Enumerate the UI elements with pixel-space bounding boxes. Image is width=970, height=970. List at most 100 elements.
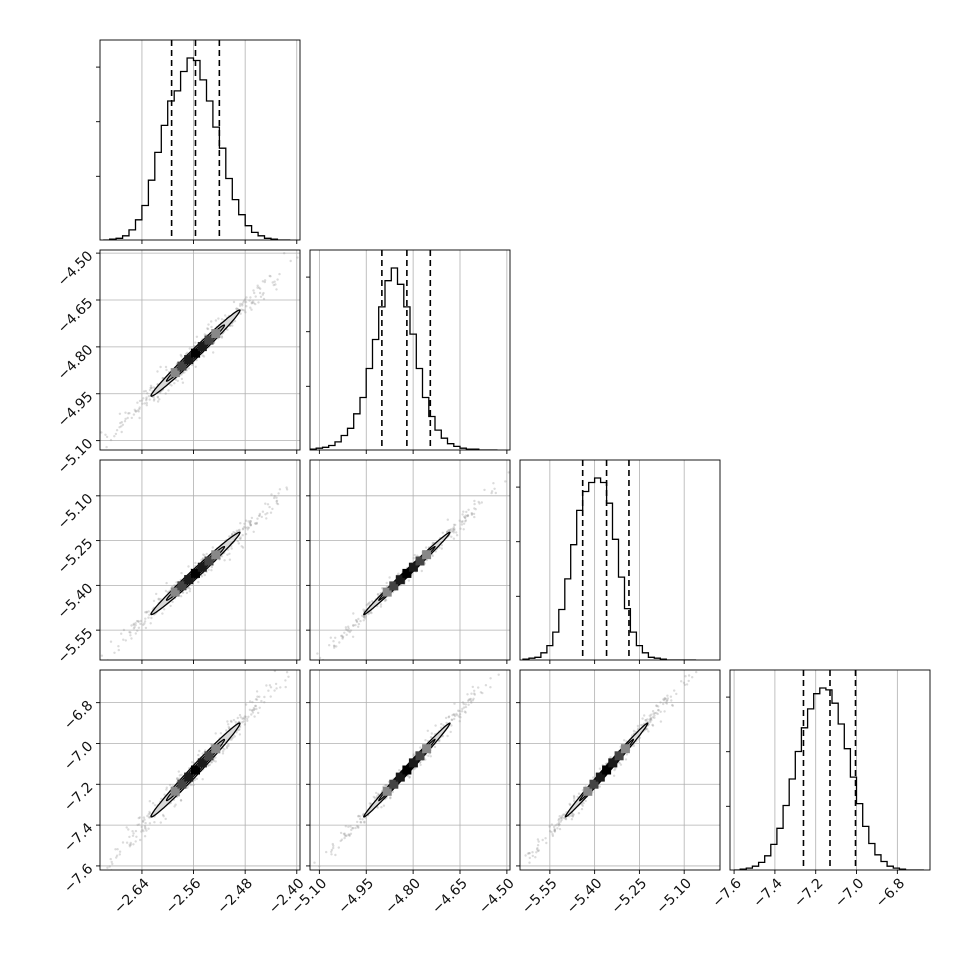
sample-point	[137, 823, 141, 826]
sample-point	[659, 710, 662, 713]
sample-point	[142, 829, 145, 833]
sample-point	[225, 746, 229, 750]
sample-point	[165, 581, 168, 585]
sample-point	[389, 797, 392, 800]
sample-point	[462, 706, 466, 709]
sample-point	[227, 742, 230, 746]
sample-point	[651, 723, 654, 727]
sample-point	[657, 709, 660, 712]
sample-point	[246, 526, 249, 529]
sample-point	[242, 301, 245, 304]
sample-point	[156, 396, 160, 399]
sample-point	[469, 697, 472, 701]
sample-point	[560, 816, 564, 819]
density-cell	[204, 751, 214, 761]
sample-point	[305, 669, 307, 671]
sample-point	[129, 631, 132, 634]
sample-point	[343, 832, 346, 835]
sample-point	[382, 804, 386, 807]
sample-point	[261, 280, 265, 283]
sample-point	[227, 723, 230, 726]
sample-point	[350, 828, 353, 832]
density-cell	[422, 744, 432, 754]
sample-point	[650, 719, 653, 722]
sample-point	[445, 721, 448, 725]
sample-point	[142, 390, 146, 393]
sample-point	[275, 496, 278, 499]
sample-point	[128, 412, 131, 415]
sample-point	[379, 603, 383, 606]
sample-point	[264, 513, 267, 516]
sample-point	[414, 766, 417, 770]
sample-point	[472, 697, 475, 700]
sample-point	[536, 838, 540, 841]
sample-point	[384, 784, 387, 787]
sample-point	[419, 746, 422, 749]
panel-frame	[309, 459, 511, 661]
sample-point	[412, 754, 415, 757]
sample-point	[344, 825, 347, 828]
sample-point	[254, 302, 257, 306]
sample-point	[369, 611, 373, 614]
sample-point	[142, 623, 145, 626]
sample-point	[655, 704, 658, 707]
sample-point	[115, 856, 118, 859]
sample-point	[625, 753, 629, 756]
sample-point	[201, 778, 204, 781]
sample-point	[148, 388, 152, 392]
sample-point	[330, 853, 333, 856]
sample-point	[412, 753, 415, 756]
sample-point	[224, 314, 227, 317]
sample-point	[552, 825, 556, 829]
density-cell	[389, 581, 399, 591]
sample-point	[186, 351, 189, 354]
sample-point	[453, 717, 456, 721]
sample-point	[453, 702, 456, 705]
sample-point	[170, 384, 173, 387]
sample-point	[641, 717, 644, 720]
sample-point	[398, 769, 401, 772]
sample-point	[258, 695, 261, 698]
sample-point	[254, 522, 257, 525]
sample-point	[659, 720, 663, 723]
sample-point	[90, 882, 92, 884]
sample-point	[261, 510, 265, 513]
sample-point	[192, 783, 195, 787]
sample-point	[204, 749, 207, 752]
sample-point	[377, 792, 380, 796]
sample-point	[200, 575, 204, 578]
sample-point	[148, 800, 151, 803]
sample-point	[407, 579, 411, 582]
sample-point	[214, 732, 217, 735]
sample-point	[117, 645, 120, 648]
density-cell	[395, 575, 405, 585]
sample-point	[285, 486, 288, 489]
sample-point	[250, 709, 254, 712]
density-cell	[583, 786, 593, 796]
sample-point	[380, 806, 383, 809]
sample-point	[261, 293, 264, 296]
sample-point	[560, 816, 563, 819]
sample-point	[431, 541, 434, 545]
sample-point	[284, 685, 287, 689]
sample-point	[250, 516, 254, 520]
sample-point	[141, 828, 144, 831]
sample-point	[557, 821, 561, 824]
sample-point	[276, 502, 280, 506]
sample-point	[132, 843, 135, 846]
sample-point	[136, 401, 139, 404]
sample-point	[453, 527, 456, 531]
sample-point	[150, 616, 153, 620]
sample-point	[202, 553, 205, 556]
sample-point	[127, 412, 130, 415]
sample-point	[665, 699, 669, 703]
sample-point	[255, 707, 258, 711]
sample-point	[149, 384, 153, 387]
sample-point	[341, 635, 345, 639]
sample-point	[227, 548, 230, 551]
sample-point	[687, 679, 690, 683]
sample-point	[570, 814, 573, 817]
density-cell	[197, 562, 207, 572]
sample-point	[138, 416, 141, 420]
density-cell	[197, 758, 207, 768]
